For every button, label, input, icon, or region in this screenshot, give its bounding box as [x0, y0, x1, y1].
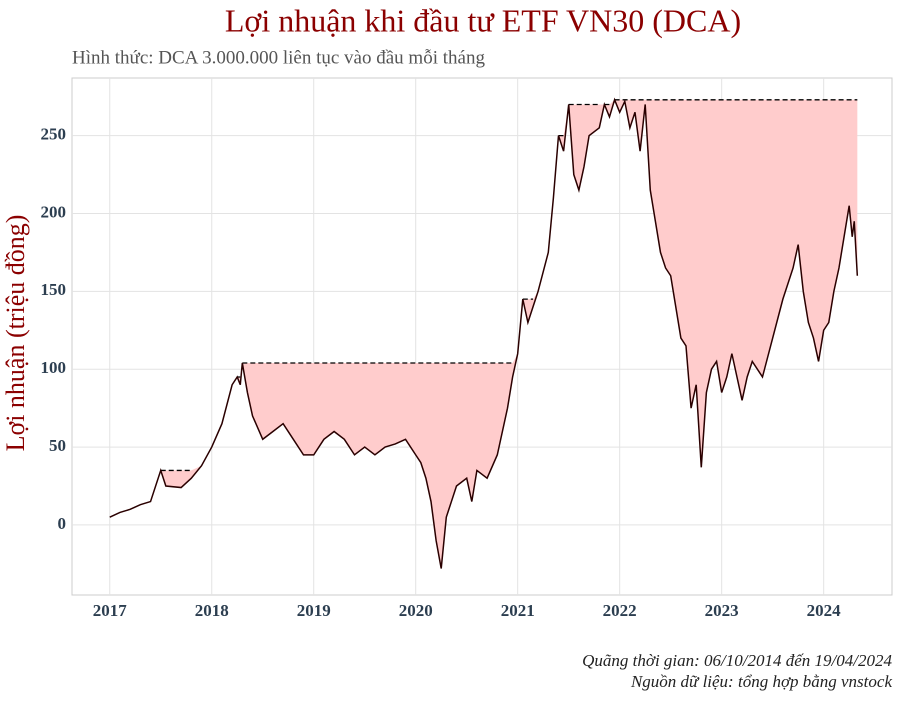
caption: Quãng thời gian: 06/10/2014 đến 19/04/20… — [582, 651, 892, 670]
y-axis-label: Lợi nhuận (triệu đồng) — [1, 215, 30, 452]
y-tick-label: 50 — [49, 436, 66, 455]
x-tick-label: 2020 — [399, 601, 433, 620]
x-tick-label: 2017 — [93, 601, 128, 620]
chart-title: Lợi nhuận khi đầu tư ETF VN30 (DCA) — [225, 2, 741, 38]
y-tick-label: 200 — [41, 202, 67, 221]
x-tick-label: 2019 — [297, 601, 331, 620]
chart-subtitle: Hình thức: DCA 3.000.000 liên tục vào đầ… — [72, 47, 485, 68]
y-tick-label: 100 — [41, 358, 67, 377]
caption: Nguồn dữ liệu: tổng hợp bằng vnstock — [630, 672, 892, 691]
x-tick-label: 2024 — [807, 601, 842, 620]
x-tick-label: 2023 — [705, 601, 739, 620]
y-tick-label: 250 — [41, 125, 67, 144]
x-tick-label: 2018 — [195, 601, 229, 620]
x-tick-label: 2022 — [603, 601, 637, 620]
drawdown-area — [109, 99, 858, 569]
peak-line — [160, 99, 858, 472]
profit-line — [109, 97, 859, 569]
y-tick-label: 150 — [41, 280, 67, 299]
y-tick-label: 0 — [58, 514, 67, 533]
x-tick-label: 2021 — [501, 601, 535, 620]
panel-border — [71, 77, 893, 596]
